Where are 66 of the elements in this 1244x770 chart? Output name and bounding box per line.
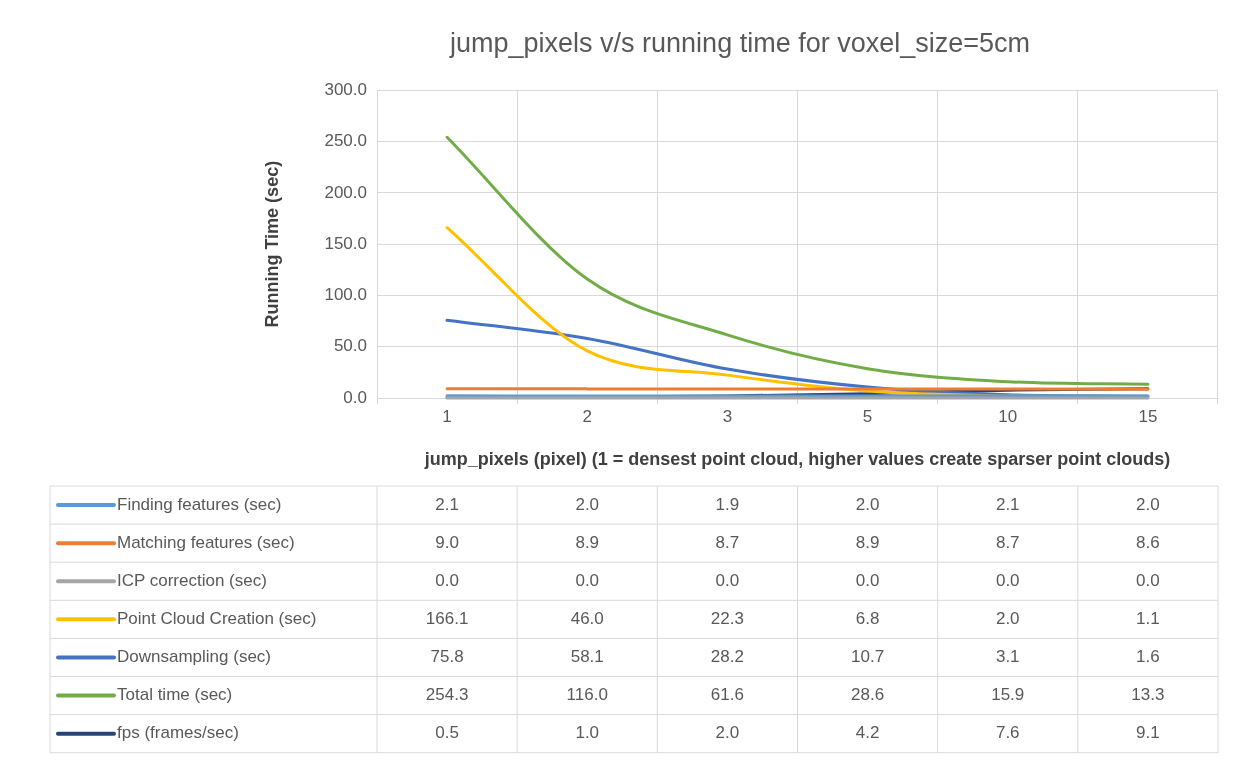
x-axis-title: jump_pixels (pixel) (1 = densest point cloud, higher values create sparser point clouds) — [423, 449, 1171, 470]
y-tick-label: 0.0 — [343, 387, 367, 407]
y-tick-label: 250.0 — [324, 131, 367, 151]
y-tick-label: 100.0 — [324, 285, 367, 305]
data-label: 0.0 — [855, 570, 880, 590]
data-label: 28.2 — [710, 647, 744, 667]
data-label: 28.6 — [851, 685, 885, 705]
data-label: 10.7 — [851, 647, 885, 667]
x-tick-label: 15 — [1138, 406, 1158, 426]
legend-label: fps (frames/sec) — [117, 723, 239, 743]
data-label: 2.0 — [855, 494, 880, 514]
data-label: 22.3 — [710, 609, 744, 629]
data-label: 2.0 — [1136, 494, 1160, 514]
data-label: 7.6 — [995, 723, 1020, 743]
data-label: 9.1 — [1136, 723, 1160, 743]
line-series — [445, 135, 1150, 386]
data-label: 61.6 — [710, 685, 744, 705]
data-label: 0.0 — [435, 570, 459, 590]
data-label: 0.0 — [1136, 570, 1160, 590]
data-label: 9.0 — [435, 532, 459, 552]
data-label: 3.1 — [995, 647, 1020, 667]
data-label: 75.8 — [430, 647, 464, 667]
data-label: 2.0 — [715, 723, 740, 743]
legend-label: Finding features (sec) — [117, 494, 282, 514]
x-tick-label: 10 — [998, 406, 1018, 426]
data-label: 0.0 — [575, 570, 600, 590]
legend-label: Total time (sec) — [117, 685, 233, 705]
data-label: 254.3 — [425, 685, 469, 705]
x-tick-label: 5 — [862, 406, 873, 426]
y-tick-label: 150.0 — [324, 233, 367, 253]
data-label: 166.1 — [425, 609, 469, 629]
data-label: 1.0 — [575, 723, 600, 743]
chart-title: jump_pixels v/s running time for voxel_size=5cm — [449, 27, 1030, 58]
data-label: 1.1 — [1136, 609, 1160, 629]
data-label: 0.0 — [715, 570, 740, 590]
data-label: 8.7 — [995, 532, 1020, 552]
y-axis-title: Running Time (sec) — [261, 160, 282, 328]
data-label: 8.9 — [575, 532, 600, 552]
data-label: 1.6 — [1136, 647, 1160, 667]
x-tick-label: 3 — [722, 406, 733, 426]
x-tick-label: 2 — [582, 406, 592, 426]
y-tick-label: 50.0 — [333, 336, 367, 356]
data-label: 2.1 — [435, 494, 459, 514]
data-label: 116.0 — [566, 685, 608, 705]
legend-label: Point Cloud Creation (sec) — [117, 609, 317, 629]
data-label: 4.2 — [855, 723, 880, 743]
data-label: 15.9 — [991, 685, 1025, 705]
legend-label: Downsampling (sec) — [117, 647, 271, 667]
y-tick-label: 200.0 — [324, 182, 367, 202]
data-label: 2.0 — [995, 609, 1020, 629]
x-tick-label: 1 — [442, 406, 452, 426]
data-label: 8.9 — [855, 532, 880, 552]
legend-label: Matching features (sec) — [117, 532, 295, 552]
data-label: 46.0 — [570, 609, 604, 629]
data-label: 2.0 — [575, 494, 600, 514]
data-label: 6.8 — [855, 609, 880, 629]
data-label: 0.5 — [435, 723, 459, 743]
data-label: 58.1 — [570, 647, 604, 667]
data-label: 8.7 — [715, 532, 740, 552]
data-label: 1.9 — [715, 494, 740, 514]
data-label: 0.0 — [995, 570, 1020, 590]
legend-label: ICP correction (sec) — [117, 570, 267, 590]
y-tick-label: 300.0 — [324, 80, 367, 100]
data-label: 2.1 — [995, 494, 1020, 514]
data-label: 8.6 — [1136, 532, 1160, 552]
data-label: 13.3 — [1131, 685, 1165, 705]
